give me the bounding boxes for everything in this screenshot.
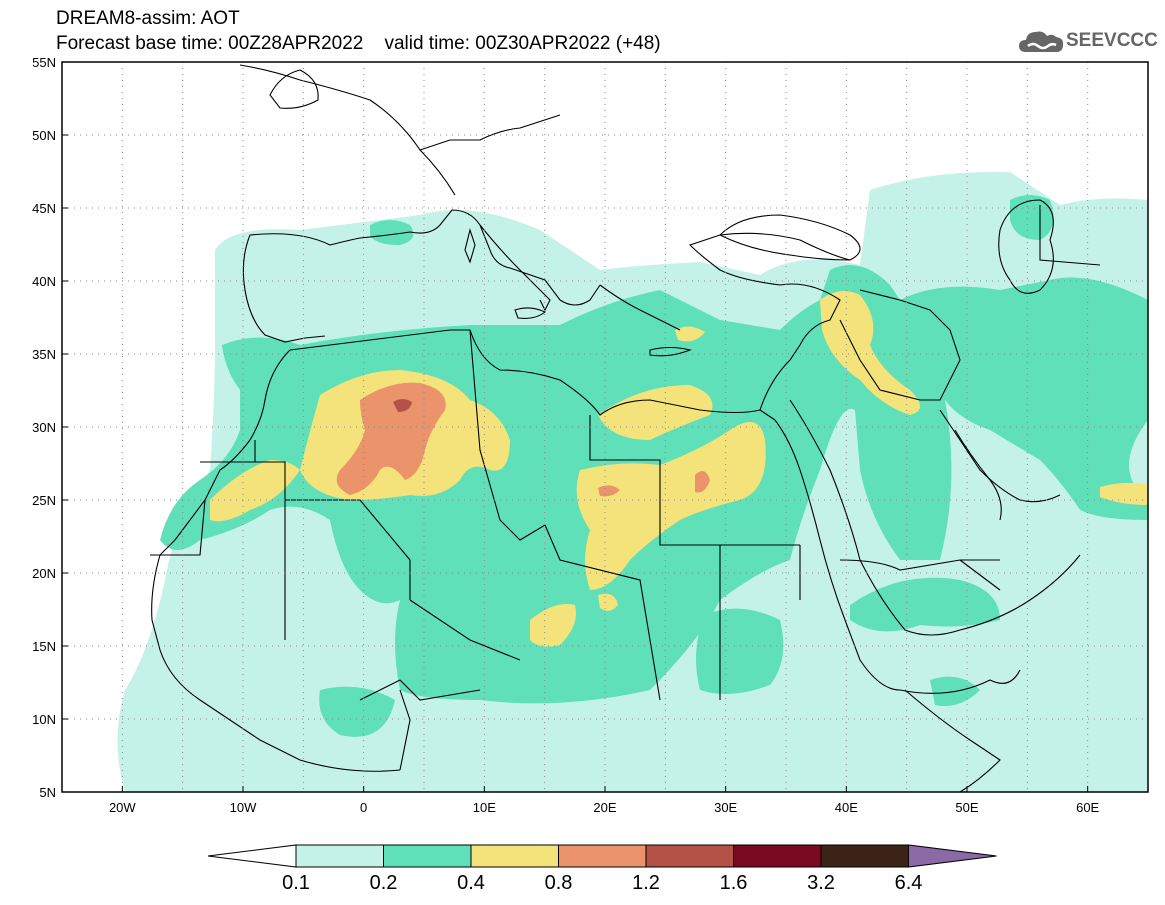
- lat-tick-label: 45N: [32, 201, 56, 216]
- lon-tick-label: 40E: [835, 800, 858, 815]
- colorbar-segment: [295, 844, 384, 868]
- colorbar-segment: [733, 844, 822, 868]
- colorbar-segment: [383, 844, 472, 868]
- lat-tick-label: 15N: [32, 639, 56, 654]
- colorbar: 0.1 0.2 0.4 0.8 1.2 1.6 3.2 6.4: [207, 844, 997, 894]
- colorbar-label: 0.1: [282, 872, 310, 894]
- aot-contour-1.2: [393, 399, 412, 412]
- lon-tick-label: 30E: [714, 800, 737, 815]
- colorbar-label: 6.4: [895, 872, 923, 894]
- latitude-axis: 55N 50N 45N 40N 35N 30N 25N 20N 15N 10N 5N: [32, 55, 68, 800]
- longitude-axis: 20W 10W 0 10E 20E 30E 40E 50E 60E: [109, 786, 1100, 815]
- cloud-icon: [1019, 31, 1064, 52]
- lat-tick-label: 55N: [32, 55, 56, 70]
- lat-tick-label: 5N: [39, 785, 56, 800]
- lon-tick-label: 10E: [473, 800, 496, 815]
- colorbar-label: 0.2: [370, 872, 398, 894]
- lat-tick-label: 50N: [32, 128, 56, 143]
- colorbar-segment: [470, 844, 559, 868]
- colorbar-segment: [645, 844, 734, 868]
- logo-text: SEEVCCC: [1066, 30, 1158, 51]
- colorbar-over-triangle: [908, 844, 997, 868]
- lon-tick-label: 0: [360, 800, 367, 815]
- seevccc-logo: SEEVCCC: [1018, 26, 1158, 56]
- colorbar-segment: [558, 844, 647, 868]
- chart-title: DREAM8-assim: AOT: [56, 8, 240, 29]
- colorbar-label: 1.6: [720, 872, 748, 894]
- aot-shaded-field: [117, 171, 1148, 792]
- lat-tick-label: 35N: [32, 347, 56, 362]
- lon-tick-label: 50E: [955, 800, 978, 815]
- lon-tick-label: 60E: [1076, 800, 1099, 815]
- gridlines: [62, 62, 1148, 792]
- colorbar-under-triangle: [207, 844, 297, 868]
- lon-tick-label: 20E: [593, 800, 616, 815]
- lat-tick-label: 30N: [32, 420, 56, 435]
- lat-tick-label: 10N: [32, 712, 56, 727]
- lat-tick-label: 20N: [32, 566, 56, 581]
- colorbar-label: 0.4: [457, 872, 485, 894]
- lat-tick-label: 40N: [32, 274, 56, 289]
- lon-tick-label: 20W: [109, 800, 136, 815]
- colorbar-segment: [820, 844, 909, 868]
- lon-tick-label: 10W: [230, 800, 257, 815]
- colorbar-label: 0.8: [545, 872, 573, 894]
- colorbar-label: 3.2: [807, 872, 835, 894]
- forecast-time-subtitle: Forecast base time: 00Z28APR2022 valid t…: [56, 33, 661, 54]
- coastlines-borders: [150, 64, 1101, 792]
- lat-tick-label: 25N: [32, 493, 56, 508]
- colorbar-label: 1.2: [632, 872, 660, 894]
